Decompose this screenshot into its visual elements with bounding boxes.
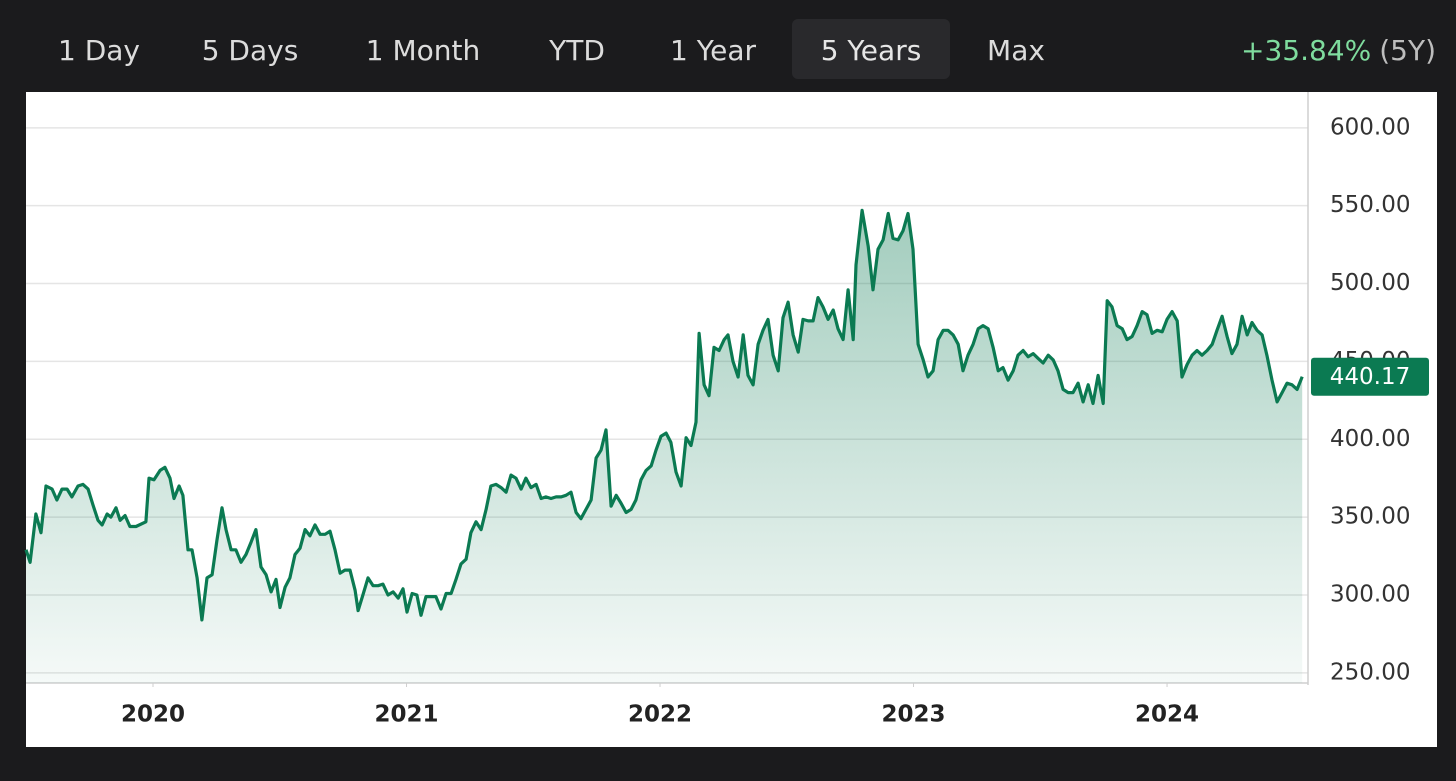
x-tick-label: 2021 <box>375 702 439 728</box>
range-button-label[interactable]: 5 Days <box>202 34 299 67</box>
range-button-selected <box>792 19 950 79</box>
toolbar: 1 Day 5 Days 1 Month YTD 1 Year 5 Years Max <box>58 19 1045 79</box>
range-button-label[interactable]: Max <box>987 34 1045 67</box>
last-price-badge <box>1311 357 1429 396</box>
y-tick-label: 300.00 <box>1330 582 1410 608</box>
last-price-label: 440.17 <box>1330 364 1410 390</box>
range-button-label[interactable]: 5 Years <box>821 34 922 67</box>
y-tick-label: 550.00 <box>1330 192 1410 218</box>
range-button[interactable]: YTD <box>548 34 605 67</box>
range-button[interactable]: 1 Month <box>366 34 480 67</box>
x-tick-label: 2022 <box>628 702 692 728</box>
range-button[interactable]: Max <box>987 34 1045 67</box>
change-value: +35.84% <box>1241 34 1371 67</box>
y-tick-label: 500.00 <box>1330 270 1410 296</box>
range-button[interactable]: 5 Years <box>792 19 950 79</box>
range-button-label[interactable]: 1 Month <box>366 34 480 67</box>
area-fill <box>26 210 1303 683</box>
y-tick-label: 250.00 <box>1330 659 1410 685</box>
x-tick-label: 2024 <box>1135 702 1199 728</box>
range-button-label[interactable]: 1 Year <box>670 34 756 67</box>
y-tick-label: 350.00 <box>1330 504 1410 530</box>
range-button-label[interactable]: 1 Day <box>58 34 140 67</box>
change-period: (5Y) <box>1379 34 1436 67</box>
y-tick-label: 600.00 <box>1330 114 1410 140</box>
price-line <box>24 208 1304 622</box>
x-tick-label: 2020 <box>121 702 185 728</box>
range-button[interactable]: 1 Day <box>58 34 140 67</box>
range-button-label[interactable]: YTD <box>548 34 605 67</box>
range-button[interactable]: 1 Year <box>670 34 756 67</box>
y-tick-label: 400.00 <box>1330 426 1410 452</box>
range-button[interactable]: 5 Days <box>202 34 299 67</box>
change-summary: +35.84% (5Y) <box>1241 34 1436 67</box>
plot: 250.00300.00350.00400.00450.00500.00550.… <box>24 92 1429 728</box>
x-tick-label: 2023 <box>882 702 946 728</box>
